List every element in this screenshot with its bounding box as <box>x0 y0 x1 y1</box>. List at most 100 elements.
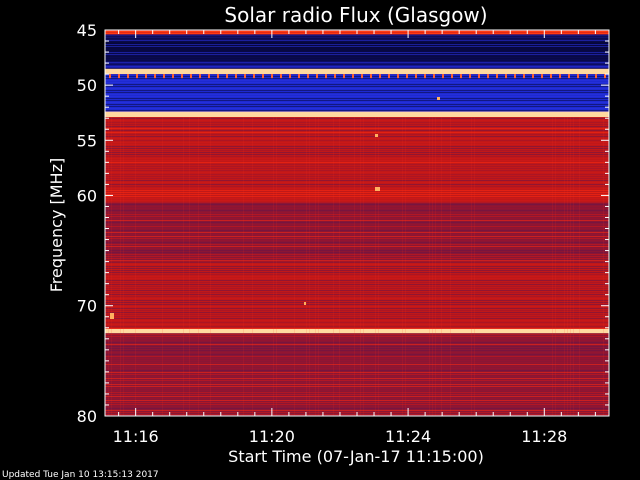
texture-column <box>333 117 334 416</box>
freq-band-6 <box>105 202 609 262</box>
periodic-marker <box>316 74 318 79</box>
texture-line <box>105 56 609 57</box>
periodic-marker <box>415 74 417 79</box>
texture-line <box>105 382 609 383</box>
texture-line <box>105 176 609 177</box>
freq-band-8 <box>105 328 609 334</box>
texture-line <box>105 76 609 77</box>
texture-column <box>432 117 433 416</box>
freq-band-1 <box>105 34 609 69</box>
texture-line <box>105 58 609 59</box>
texture-line <box>105 184 609 185</box>
hotspot <box>110 313 114 319</box>
texture-line <box>105 378 609 379</box>
periodic-marker <box>550 74 552 79</box>
periodic-marker <box>541 74 543 79</box>
periodic-marker <box>514 74 516 79</box>
texture-column <box>318 117 319 416</box>
texture-line <box>105 92 609 93</box>
texture-line <box>105 406 609 407</box>
texture-line <box>105 140 609 141</box>
y-tick-label: 55 <box>77 131 97 150</box>
texture-line <box>105 250 609 251</box>
texture-line <box>105 298 609 299</box>
texture-column <box>429 117 430 416</box>
texture-line <box>105 158 609 159</box>
texture-column <box>315 117 316 416</box>
texture-column <box>354 117 355 416</box>
texture-line <box>105 336 609 337</box>
texture-line <box>105 310 609 311</box>
texture-line <box>105 374 609 375</box>
texture-line <box>105 356 609 357</box>
texture-line <box>105 398 609 399</box>
periodic-marker <box>163 74 165 79</box>
texture-line <box>105 150 609 151</box>
texture-line <box>105 292 609 293</box>
texture-line <box>105 362 609 363</box>
texture-column <box>339 117 340 416</box>
y-tick-label: 60 <box>77 186 97 205</box>
texture-line <box>105 328 609 329</box>
periodic-marker <box>397 74 399 79</box>
texture-column <box>375 117 376 416</box>
texture-line <box>105 182 609 183</box>
texture-line <box>105 392 609 393</box>
texture-line <box>105 52 609 53</box>
texture-line <box>105 368 609 369</box>
texture-line <box>105 340 609 341</box>
freq-band-2 <box>105 68 609 75</box>
texture-line <box>105 354 609 355</box>
texture-line <box>105 218 609 219</box>
texture-column <box>402 117 403 416</box>
texture-line <box>105 372 609 373</box>
texture-line <box>105 190 609 191</box>
texture-line <box>105 172 609 173</box>
texture-line <box>105 86 609 87</box>
texture-line <box>105 38 609 39</box>
texture-line <box>105 44 609 45</box>
texture-line <box>105 188 609 189</box>
periodic-marker <box>505 74 507 79</box>
texture-line <box>105 224 609 225</box>
texture-line <box>105 220 609 221</box>
texture-line <box>105 46 609 47</box>
texture-column <box>363 117 364 416</box>
periodic-marker <box>487 74 489 79</box>
axis-ticks <box>105 29 609 417</box>
texture-line <box>105 240 609 241</box>
texture-line <box>105 96 609 97</box>
periodic-marker <box>532 74 534 79</box>
texture-column <box>198 117 199 416</box>
texture-column <box>441 117 442 416</box>
texture-line <box>105 124 609 125</box>
texture-column <box>567 117 568 416</box>
texture-line <box>105 122 609 123</box>
texture-line <box>105 202 609 203</box>
texture-line <box>105 388 609 389</box>
texture-line <box>105 296 609 297</box>
texture-line <box>105 282 609 283</box>
periodic-marker <box>352 74 354 79</box>
x-tick-labels: 11:16 11:20 11:24 11:28 <box>113 427 568 446</box>
texture-line <box>105 334 609 335</box>
periodic-marker <box>289 74 291 79</box>
texture-column <box>210 117 211 416</box>
texture-line <box>105 206 609 207</box>
periodic-marker <box>190 74 192 79</box>
chart-title: Solar radio Flux (Glasgow) <box>224 3 487 27</box>
periodic-marker <box>262 74 264 79</box>
texture-line <box>105 204 609 205</box>
texture-line <box>105 130 609 131</box>
periodic-marker <box>460 74 462 79</box>
texture-line <box>105 40 609 41</box>
periodic-marker <box>442 74 444 79</box>
texture-line <box>105 144 609 145</box>
spectral-texture <box>105 30 609 416</box>
texture-column <box>552 117 553 416</box>
texture-line <box>105 104 609 105</box>
texture-line <box>105 262 609 263</box>
x-tick-label: 11:16 <box>113 427 159 446</box>
texture-line <box>105 284 609 285</box>
